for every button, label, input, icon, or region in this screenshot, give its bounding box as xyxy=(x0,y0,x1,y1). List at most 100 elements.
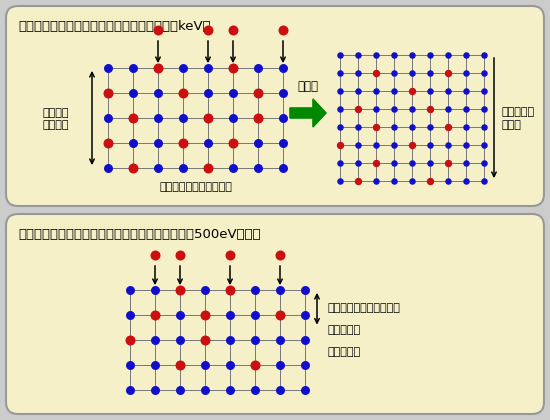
Point xyxy=(480,52,488,58)
Point xyxy=(179,139,188,146)
Point xyxy=(461,178,470,184)
Point xyxy=(201,362,210,368)
Point xyxy=(336,52,344,58)
Point xyxy=(201,312,210,318)
Point xyxy=(372,178,381,184)
Point xyxy=(279,115,288,121)
Point xyxy=(444,52,453,58)
Point xyxy=(408,88,416,94)
Point xyxy=(103,139,112,146)
Point xyxy=(201,387,210,394)
Point xyxy=(175,362,184,368)
Point xyxy=(103,65,112,71)
Text: ドーパント: ドーパント xyxy=(502,107,535,117)
Text: 超低エネルギーイオン注入（イオンエネルギー；500eV以下）: 超低エネルギーイオン注入（イオンエネルギー；500eV以下） xyxy=(18,228,261,241)
FancyBboxPatch shape xyxy=(6,214,544,414)
Point xyxy=(426,178,434,184)
Point xyxy=(408,123,416,130)
Point xyxy=(229,165,238,171)
Point xyxy=(408,106,416,113)
Point xyxy=(372,123,381,130)
Point xyxy=(426,70,434,76)
Point xyxy=(103,89,112,96)
Point xyxy=(125,337,134,344)
Point xyxy=(354,178,362,184)
Point xyxy=(444,123,453,130)
Point xyxy=(461,70,470,76)
Point xyxy=(480,142,488,148)
Point xyxy=(279,165,288,171)
Point xyxy=(125,286,134,293)
Point xyxy=(125,337,134,344)
Point xyxy=(129,65,138,71)
Point xyxy=(251,286,260,293)
Point xyxy=(389,88,398,94)
Point xyxy=(279,26,288,33)
Point xyxy=(151,387,160,394)
Point xyxy=(354,142,362,148)
Point xyxy=(336,142,344,148)
Point xyxy=(336,88,344,94)
Point xyxy=(204,89,212,96)
Point xyxy=(372,142,381,148)
Point xyxy=(426,52,434,58)
Text: 結晶性維持: 結晶性維持 xyxy=(327,325,360,335)
Point xyxy=(336,160,344,166)
Point xyxy=(201,312,210,318)
Point xyxy=(336,142,344,148)
Point xyxy=(175,387,184,394)
Point xyxy=(426,178,434,184)
Point xyxy=(389,123,398,130)
Point xyxy=(354,106,362,113)
Point xyxy=(179,139,188,146)
Point xyxy=(251,362,260,368)
Point xyxy=(151,286,160,293)
Point xyxy=(204,165,212,171)
Point xyxy=(129,115,138,121)
Text: の拡散: の拡散 xyxy=(502,120,522,130)
Point xyxy=(276,387,284,394)
Point xyxy=(229,115,238,121)
Point xyxy=(461,52,470,58)
Point xyxy=(175,252,184,258)
Point xyxy=(204,115,212,121)
Point xyxy=(175,312,184,318)
Point xyxy=(461,142,470,148)
Text: 熱処理: 熱処理 xyxy=(298,80,318,93)
Point xyxy=(389,142,398,148)
Point xyxy=(179,65,188,71)
Point xyxy=(408,160,416,166)
Text: 従来のイオン注入（イオンエネルギー；数十keV）: 従来のイオン注入（イオンエネルギー；数十keV） xyxy=(18,20,211,33)
Point xyxy=(279,65,288,71)
Point xyxy=(480,178,488,184)
Point xyxy=(480,70,488,76)
Point xyxy=(201,337,210,344)
Point xyxy=(153,165,162,171)
Point xyxy=(354,178,362,184)
Point xyxy=(229,139,238,146)
Point xyxy=(461,88,470,94)
Text: 結晶性低下（非晶質化）: 結晶性低下（非晶質化） xyxy=(159,182,232,192)
Point xyxy=(426,106,434,113)
Point xyxy=(226,286,234,293)
Point xyxy=(279,139,288,146)
Point xyxy=(389,178,398,184)
Point xyxy=(201,286,210,293)
Point xyxy=(229,26,238,33)
Point xyxy=(103,139,112,146)
Point xyxy=(480,160,488,166)
Point xyxy=(226,252,234,258)
Point xyxy=(276,337,284,344)
Point xyxy=(204,139,212,146)
Point xyxy=(301,362,310,368)
Point xyxy=(389,160,398,166)
Polygon shape xyxy=(290,99,326,127)
Point xyxy=(354,88,362,94)
Point xyxy=(254,89,262,96)
Point xyxy=(251,312,260,318)
Point xyxy=(408,142,416,148)
Point xyxy=(125,362,134,368)
Point xyxy=(175,362,184,368)
Point xyxy=(444,106,453,113)
Point xyxy=(372,70,381,76)
